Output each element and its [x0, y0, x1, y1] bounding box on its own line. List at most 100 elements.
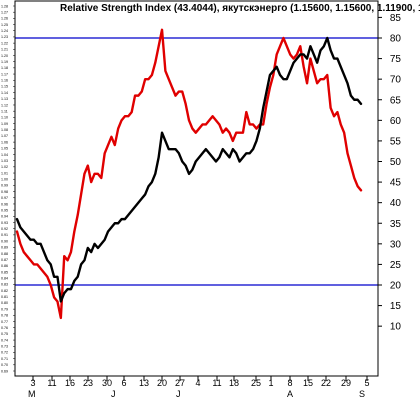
series-layer [15, 28, 363, 320]
left-price-label: 1.00 [1, 178, 8, 182]
chart-title: Relative Strength Index (43.4044), якутс… [60, 3, 420, 14]
left-price-label: 1.21 [1, 48, 8, 52]
left-price-label: 0.81 [1, 295, 8, 299]
left-price-label: 0.74 [1, 338, 8, 342]
left-price-label: 0.98 [1, 190, 8, 194]
left-price-label: 1.15 [1, 85, 8, 89]
month-label: J [111, 389, 116, 399]
left-price-label: 1.12 [1, 103, 8, 107]
right-tick-label: 25 [390, 260, 402, 271]
left-price-label: 1.28 [1, 4, 8, 8]
left-price-label: 0.71 [1, 357, 8, 361]
left-price-label: 1.17 [1, 72, 8, 76]
left-price-label: 1.24 [1, 29, 8, 33]
left-price-label: 0.85 [1, 270, 8, 274]
left-price-label: 1.11 [1, 109, 8, 113]
x-tick-label: 30 [102, 378, 112, 388]
left-price-label: 0.82 [1, 289, 8, 293]
right-tick-label: 10 [390, 322, 402, 333]
month-label: S [359, 389, 365, 399]
right-rsi-axis: 10 15 20 25 30 35 40 45 50 55 60 65 70 75 80 85 [378, 13, 401, 333]
x-tick-label: 6 [121, 378, 126, 388]
left-price-label: 1.02 [1, 165, 8, 169]
x-tick-label: 23 [83, 378, 93, 388]
left-price-label: 1.03 [1, 159, 8, 163]
left-price-label: 1.16 [1, 79, 8, 83]
left-price-label: 1.19 [1, 60, 8, 64]
left-price-label: 1.23 [1, 35, 8, 39]
left-price-label: 1.10 [1, 116, 8, 120]
series-line-red [15, 28, 363, 320]
left-price-label: 0.79 [1, 307, 8, 311]
right-tick-label: 30 [390, 239, 402, 250]
left-price-label: 1.04 [1, 153, 8, 157]
left-price-label: 1.26 [1, 17, 8, 21]
right-tick-label: 60 [390, 116, 402, 127]
series-line-black [15, 36, 363, 303]
left-price-label: 1.06 [1, 140, 8, 144]
right-tick-label: 65 [390, 95, 402, 106]
x-tick-label: 1 [268, 378, 273, 388]
x-tick-label: 27 [175, 378, 185, 388]
right-tick-label: 85 [390, 13, 402, 24]
left-price-label: 0.88 [1, 252, 8, 256]
right-tick-label: 40 [390, 198, 402, 209]
left-price-label: 0.80 [1, 301, 8, 305]
x-axis: 3 11 16 23 30 6 13 20 27 4 11 18 25 1 8 15 22 29 5M J J A S [28, 376, 370, 399]
x-tick-label: 5 [364, 378, 369, 388]
left-price-label: 1.13 [1, 97, 8, 101]
left-price-label: 0.69 [1, 369, 8, 373]
right-tick-label: 50 [390, 157, 402, 168]
left-price-label: 0.95 [1, 208, 8, 212]
left-price-label: 1.18 [1, 66, 8, 70]
right-tick-label: 70 [390, 75, 402, 86]
left-price-label: 0.93 [1, 221, 8, 225]
left-price-label: 0.89 [1, 246, 8, 250]
left-price-label: 0.84 [1, 277, 8, 281]
right-tick-label: 35 [390, 219, 402, 230]
plot-frame [14, 0, 379, 377]
x-tick-label: 4 [195, 378, 200, 388]
right-tick-label: 20 [390, 281, 402, 292]
left-price-label: 0.78 [1, 314, 8, 318]
x-tick-label: 16 [65, 378, 75, 388]
right-tick-label: 75 [390, 54, 402, 65]
left-price-label: 0.94 [1, 215, 8, 219]
left-price-label: 0.87 [1, 258, 8, 262]
left-price-label: 0.86 [1, 264, 8, 268]
right-tick-label: 15 [390, 301, 402, 312]
left-price-label: 0.97 [1, 196, 8, 200]
left-price-label: 0.73 [1, 345, 8, 349]
right-tick-label: 55 [390, 136, 402, 147]
month-label: M [28, 389, 36, 399]
left-price-label: 0.83 [1, 283, 8, 287]
left-price-label: 1.25 [1, 23, 8, 27]
left-price-label: 0.77 [1, 320, 8, 324]
left-price-label: 0.96 [1, 202, 8, 206]
x-tick-label: 13 [139, 378, 149, 388]
left-price-label: 1.09 [1, 122, 8, 126]
month-label: A [287, 389, 293, 399]
x-tick-label: 18 [229, 378, 239, 388]
left-price-label: 1.22 [1, 41, 8, 45]
x-tick-label: 3 [30, 378, 35, 388]
left-price-label: 0.91 [1, 233, 8, 237]
left-price-label: 1.05 [1, 147, 8, 151]
left-price-label: 1.08 [1, 128, 8, 132]
x-tick-label: 25 [251, 378, 261, 388]
right-tick-label: 80 [390, 34, 402, 45]
left-price-label: 0.76 [1, 326, 8, 330]
left-price-label: 0.90 [1, 239, 8, 243]
left-price-label: 1.01 [1, 171, 8, 175]
right-tick-label: 45 [390, 178, 402, 189]
left-price-label: 0.75 [1, 332, 8, 336]
x-tick-label: 29 [341, 378, 351, 388]
left-price-label: 0.92 [1, 227, 8, 231]
left-price-label: 1.14 [1, 91, 8, 95]
left-price-label: 1.27 [1, 10, 8, 14]
left-price-label: 0.99 [1, 184, 8, 188]
x-tick-label: 22 [321, 378, 331, 388]
left-price-axis: 1.28 1.27 1.26 1.25 1.24 1.23 1.22 1.21 1.20 1.19… [1, 4, 15, 373]
